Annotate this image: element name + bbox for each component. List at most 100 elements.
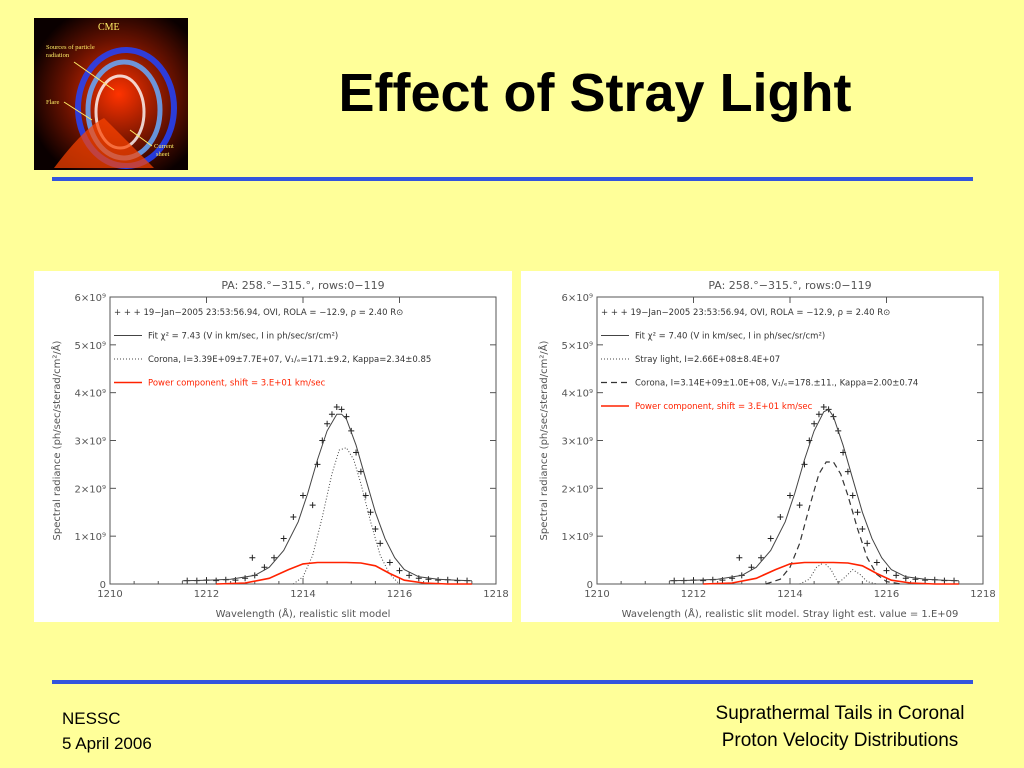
cme-illustration: CME Sources of particle radiation Flare … (34, 18, 188, 170)
spectrum-chart-right: PA: 258.°−315.°, rows:0−119 1210 1212 1214 1… (537, 279, 996, 620)
legend-entry: Fit χ² = 7.40 (V in km/sec, I in ph/sec/… (635, 332, 825, 342)
top-divider (52, 177, 973, 181)
data-point (844, 468, 851, 475)
data-point (859, 525, 866, 532)
y-tick-label: 2×10⁹ (75, 484, 106, 495)
data-point (249, 554, 256, 561)
y-tick-label: 5×10⁹ (75, 341, 106, 352)
x-tick-label: 1214 (290, 589, 315, 600)
data-point (815, 411, 822, 418)
spectrum-chart-left: PA: 258.°−315.°, rows:0−119 1210 1212 1214 1… (50, 279, 509, 620)
logo-label-radiation: radiation (46, 52, 70, 59)
flare-region (54, 118, 154, 168)
data-point (357, 468, 364, 475)
x-tick-label: 1216 (387, 589, 412, 600)
footer-right: Suprathermal Tails in Coronal Proton Vel… (660, 700, 1020, 754)
x-tick-label: 1216 (874, 589, 899, 600)
data-point (748, 564, 755, 571)
legend-entry: Power component, shift = 3.E+01 km/sec (635, 402, 813, 412)
data-point (271, 554, 278, 561)
data-point (362, 492, 369, 499)
data-point (213, 577, 220, 584)
data-point (367, 509, 374, 516)
footer-left: NESSC 5 April 2006 (62, 706, 152, 756)
data-point (873, 559, 880, 566)
x-tick-label: 1212 (194, 589, 219, 600)
y-tick-label: 6×10⁹ (562, 293, 593, 304)
footer-talk-title-line2: Proton Velocity Distributions (721, 730, 959, 751)
y-tick-label: 3×10⁹ (75, 437, 106, 448)
pointer-line (73, 61, 115, 91)
chart-title: PA: 258.°−315.°, rows:0−119 (708, 279, 871, 292)
data-point (729, 575, 736, 582)
data-point (290, 514, 297, 521)
data-point (333, 404, 340, 411)
spectrum-plot-right: PA: 258.°−315.°, rows:0−119 1210 1212 1214 1… (521, 271, 999, 622)
footer-organization: NESSC (62, 709, 121, 728)
legend-entry: + + + 19−Jan−2005 23:53:56.94, OVI, ROLA… (601, 308, 890, 318)
x-tick-label: 1218 (483, 589, 508, 600)
y-axis-label: Spectral radiance (ph/sec/sterad/cm²/Å) (537, 340, 550, 540)
y-tick-label: 6×10⁹ (75, 293, 106, 304)
series-line-solid (182, 413, 472, 582)
y-tick-label: 1×10⁹ (562, 532, 593, 543)
data-point (242, 575, 249, 582)
data-point (328, 411, 335, 418)
y-axis-label: Spectral radiance (ph/sec/sterad/cm²/Å) (50, 340, 63, 540)
bottom-divider (52, 680, 973, 684)
data-point (758, 554, 765, 561)
data-point (922, 577, 929, 584)
y-tick-label: 4×10⁹ (75, 389, 106, 400)
y-tick-label: 0 (100, 580, 106, 591)
y-tick-label: 5×10⁹ (562, 341, 593, 352)
data-point (324, 420, 331, 427)
logo-label-sheet: sheet (156, 151, 170, 158)
logo-label-sources: Sources of particle (46, 44, 95, 51)
series-line-solid (669, 408, 959, 582)
data-point (854, 509, 861, 516)
data-point (767, 535, 774, 542)
series-line-dashed (765, 461, 902, 585)
data-point (893, 572, 900, 579)
pointer-line (63, 101, 93, 121)
logo-label-current: Current (154, 143, 174, 150)
data-point (849, 492, 856, 499)
y-tick-label: 4×10⁹ (562, 389, 593, 400)
data-point (372, 525, 379, 532)
footer-date: 5 April 2006 (62, 734, 152, 753)
y-tick-label: 3×10⁹ (562, 437, 593, 448)
series-line-red (216, 561, 472, 585)
x-tick-label: 1210 (584, 589, 609, 600)
legend-entry: + + + 19−Jan−2005 23:53:56.94, OVI, ROLA… (114, 308, 403, 318)
series-line-dotted (799, 561, 877, 585)
legend-entry: Corona, I=3.39E+09±7.7E+07, V₁/ₑ=171.±9.… (148, 355, 431, 365)
data-point (820, 404, 827, 411)
data-point (396, 567, 403, 574)
data-point (280, 535, 287, 542)
data-point (700, 577, 707, 584)
x-tick-label: 1210 (97, 589, 122, 600)
footer-talk-title-line1: Suprathermal Tails in Coronal (715, 703, 965, 724)
chart-title: PA: 258.°−315.°, rows:0−119 (221, 279, 384, 292)
y-tick-label: 0 (587, 580, 593, 591)
x-axis-label: Wavelength (Å), realistic slit model. St… (622, 607, 959, 620)
data-point (787, 492, 793, 499)
data-point (912, 576, 919, 583)
data-point (883, 567, 890, 574)
data-point (796, 502, 803, 509)
pointer-line (129, 129, 153, 147)
series-line-red (703, 561, 959, 585)
legend-entry: Corona, I=3.14E+09±1.0E+08, V₁/ₑ=178.±11… (635, 379, 918, 389)
data-point (309, 502, 316, 509)
x-tick-label: 1218 (970, 589, 995, 600)
data-point (425, 576, 432, 583)
logo-label-cme: CME (98, 22, 120, 33)
slide-title: Effect of Stray Light (338, 63, 852, 123)
y-tick-label: 1×10⁹ (75, 532, 106, 543)
data-point (811, 420, 818, 427)
data-point (864, 540, 871, 547)
data-point (314, 461, 321, 468)
data-point (300, 492, 306, 499)
y-tick-label: 2×10⁹ (562, 484, 593, 495)
data-point (736, 554, 743, 561)
